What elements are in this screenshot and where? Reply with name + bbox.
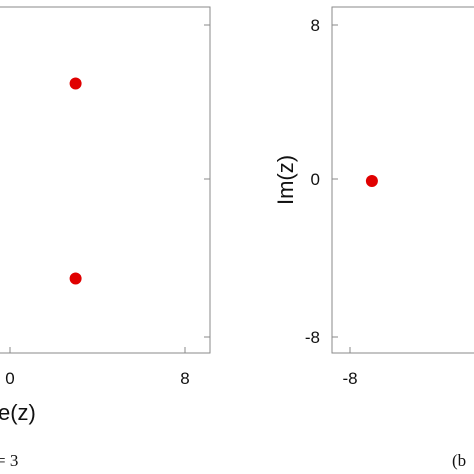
panel-b: 8 0 -8 -8 Im(z) (b (273, 6, 474, 470)
panel-b-ytick-label-0: 0 (311, 170, 320, 189)
panel-b-point-0 (365, 175, 378, 187)
panel-b-ytick-label-m8: -8 (305, 328, 320, 347)
panel-a-point-1 (69, 272, 82, 285)
panel-a: 0 8 e(z) = 3 (0, 6, 211, 470)
panel-b-ytick-label-8: 8 (311, 16, 320, 35)
panel-b-frame (331, 6, 474, 354)
panel-a-caption: = 3 (0, 451, 18, 470)
panel-a-xtick-label-0: 0 (5, 369, 14, 388)
panel-a-frame (0, 6, 211, 354)
panel-b-y-ticklines (332, 24, 338, 338)
panel-b-xtick-label-m8: -8 (342, 369, 357, 388)
panel-b-caption: (b (452, 451, 466, 470)
panel-a-xtick-label-8: 8 (180, 369, 189, 388)
panel-b-ylabel: Im(z) (273, 155, 298, 205)
panel-a-point-0 (69, 77, 82, 90)
panel-b-points (365, 175, 378, 187)
panel-a-xlabel: e(z) (0, 400, 36, 425)
panel-a-x-ticklines (9, 347, 186, 353)
panel-a-right-ticklines (204, 24, 210, 338)
panel-a-points (69, 77, 82, 285)
